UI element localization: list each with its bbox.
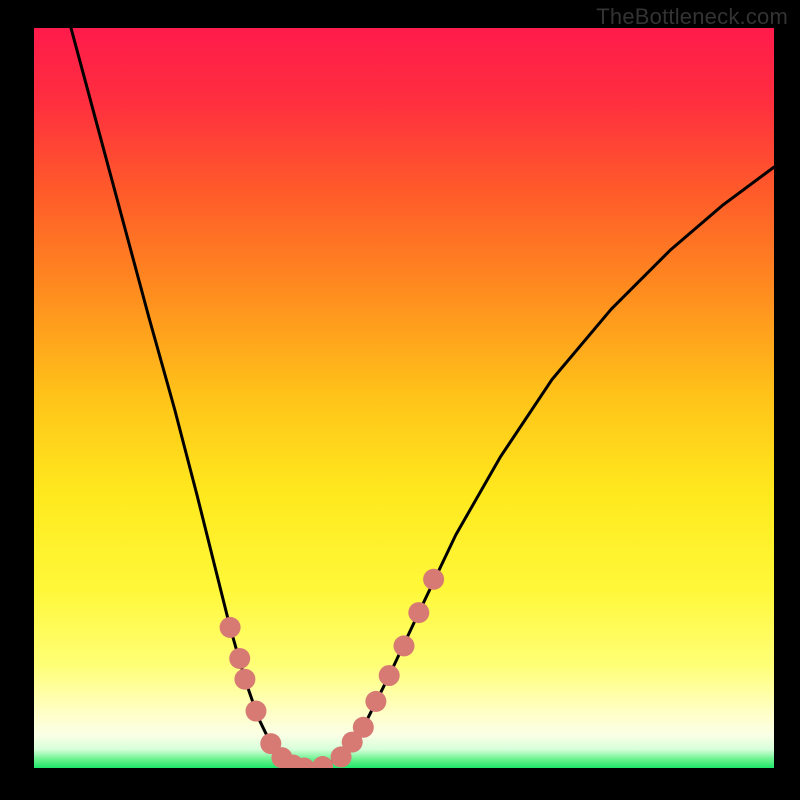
marker-point bbox=[234, 669, 255, 690]
marker-point bbox=[353, 717, 374, 738]
watermark-text: TheBottleneck.com bbox=[596, 4, 788, 30]
marker-point bbox=[246, 701, 267, 722]
marker-point bbox=[394, 635, 415, 656]
marker-point bbox=[220, 617, 241, 638]
marker-point bbox=[365, 691, 386, 712]
gradient-background bbox=[34, 28, 774, 768]
plot-svg bbox=[34, 28, 774, 768]
marker-point bbox=[379, 665, 400, 686]
figure-container: TheBottleneck.com bbox=[0, 0, 800, 800]
marker-point bbox=[229, 648, 250, 669]
marker-point bbox=[423, 569, 444, 590]
marker-point bbox=[408, 602, 429, 623]
